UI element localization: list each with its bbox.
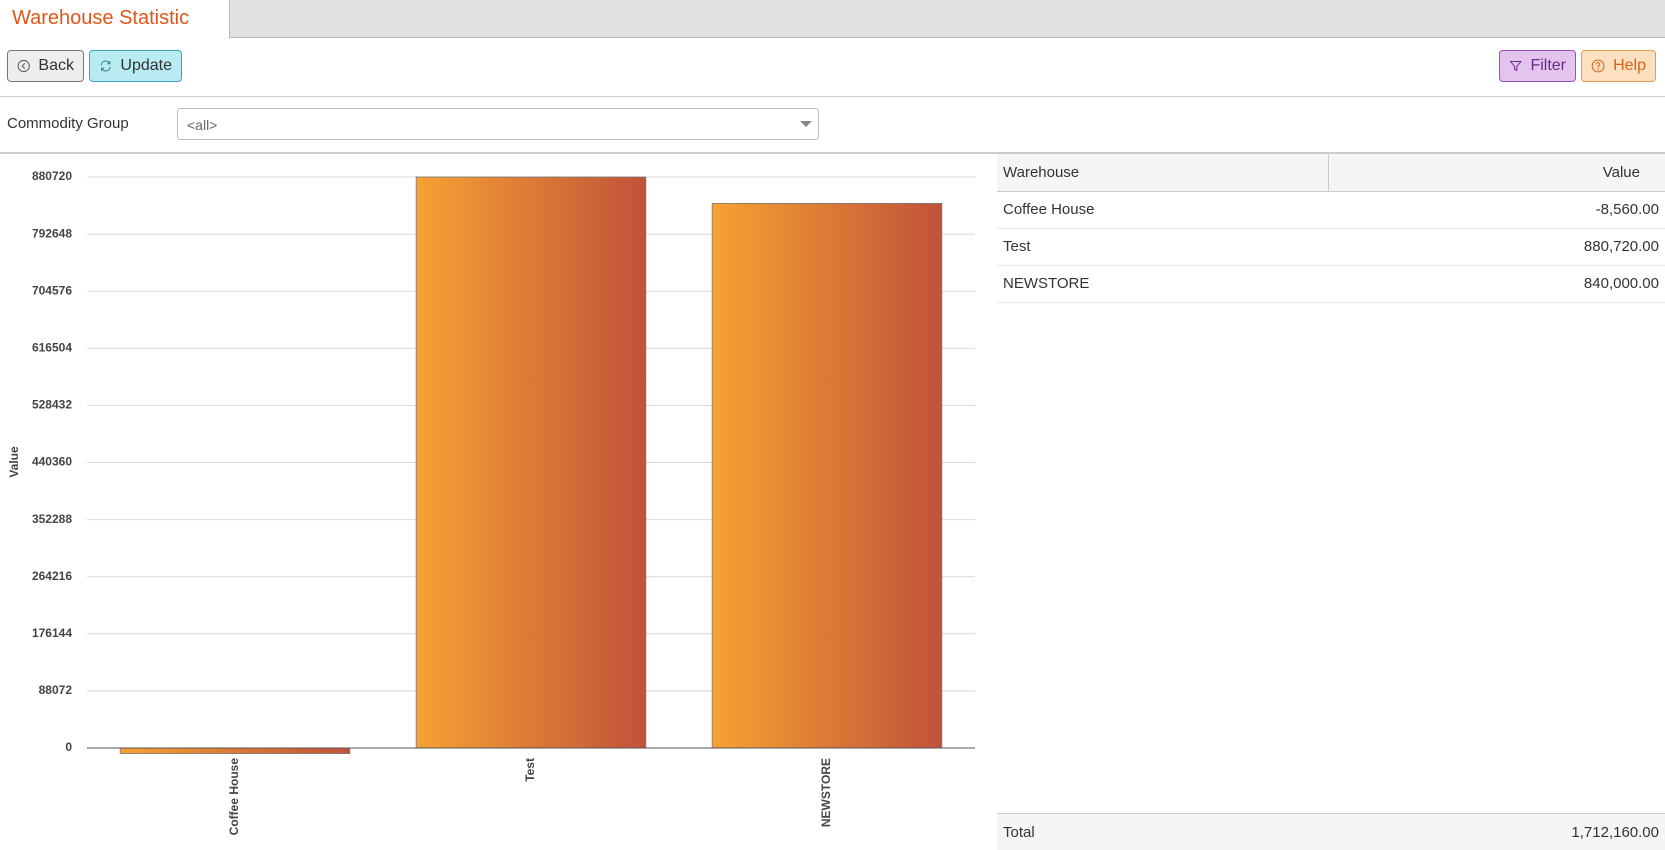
warehouse-cell: Test [1003,238,1031,255]
value-cell: -8,560.00 [1595,201,1659,218]
update-icon [100,60,111,72]
select-value: <all> [187,117,218,133]
divider [0,96,1665,97]
y-tick-label: 88072 [39,683,73,697]
table-total: Total 1,712,160.00 [997,813,1665,850]
back-icon [17,59,30,73]
help-icon [1591,59,1605,73]
y-tick-label: 176144 [32,626,72,640]
column-header[interactable]: Warehouse [1003,164,1080,181]
bar [711,203,943,749]
x-tick-label: Coffee House [227,758,241,836]
divider [0,152,1665,154]
y-axis-label: Value [7,446,21,478]
help-label: Help [1613,57,1646,74]
chart: Value 0 88072 176144 264216 352288 440360 5284… [7,169,975,836]
y-tick-label: 792648 [32,226,72,240]
table-row[interactable]: Coffee House -8,560.00 [997,191,1665,229]
y-tick-label: 352288 [32,512,72,526]
filter-button[interactable]: Filter [1499,50,1576,82]
y-tick-label: 616504 [32,340,72,354]
table-header: Warehouse Value [997,154,1665,192]
y-tick-label: 880720 [32,169,72,183]
tab[interactable]: Warehouse Statistic [0,0,230,38]
filter-label: Filter [1530,57,1566,74]
warehouse-cell: NEWSTORE [1003,275,1090,292]
y-tick-label: 0 [65,740,72,754]
column-divider [1328,154,1329,191]
total-value: 1,712,160.00 [1571,824,1659,841]
select-arrow [800,121,812,127]
y-tick-label: 440360 [32,455,72,469]
y-tick-label: 528432 [32,398,72,412]
back-label: Back [38,57,74,74]
table-row[interactable]: Test 880,720.00 [997,228,1665,266]
commodity-select[interactable]: <all> [177,108,819,140]
help-button[interactable]: Help [1581,50,1656,82]
filter-label: Commodity Group [7,115,129,132]
bar [119,747,351,754]
x-tick-label: Test [523,758,537,782]
y-tick-label: 704576 [32,283,72,297]
value-cell: 840,000.00 [1583,275,1659,292]
update-label: Update [120,57,172,74]
tab-bar [0,0,1665,38]
update-button[interactable]: Update [89,50,182,82]
table-row[interactable]: NEWSTORE 840,000.00 [997,265,1665,303]
bar [415,176,647,749]
tab-title: Warehouse Statistic [12,7,190,29]
warehouse-cell: Coffee House [1003,201,1095,218]
filter-icon [1509,61,1522,72]
y-tick-label: 264216 [32,569,72,583]
back-button[interactable]: Back [7,50,84,82]
total-label: Total [1003,824,1035,841]
value-cell: 880,720.00 [1583,238,1659,255]
x-tick-label: NEWSTORE [819,758,833,827]
column-header[interactable]: Value [1602,164,1640,181]
